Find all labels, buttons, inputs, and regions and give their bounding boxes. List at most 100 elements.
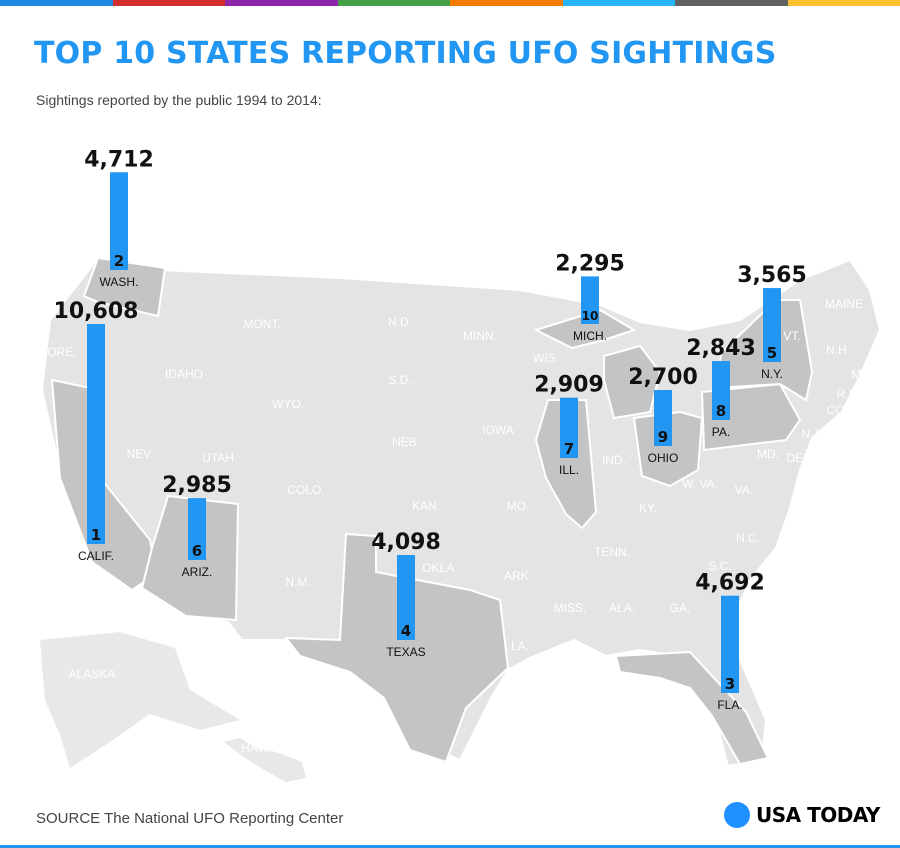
value-label-n-y: 3,565 [737,263,807,288]
map-label-la: LA. [511,639,529,653]
map-label-n-c: N.C. [736,531,760,545]
state-label-pa: PA. [712,425,730,439]
map-label-okla: OKLA. [422,561,457,575]
state-label-wash: WASH. [100,275,139,289]
map-label-ky: KY. [639,501,657,515]
map-label-mo: MO. [507,499,530,513]
chart-subtitle: Sightings reported by the public 1994 to… [36,92,322,108]
map-label-hawaii: HAWAII [241,741,283,755]
map-label-ind: IND. [602,453,626,467]
state-label-ariz: ARIZ. [182,565,213,579]
rank-label-mich: 10 [582,309,599,323]
bars-group: 10,608 1 CALIF. 4,712 2 WASH. 4,692 3 FLA. 4,098 4… [54,147,807,712]
map-label-ark: ARK. [504,569,532,583]
map-label-kan: KAN. [412,499,440,513]
value-label-ariz: 2,985 [162,473,232,498]
map-label-va: VA. [735,483,753,497]
map-alaska-shape [40,632,240,768]
bar-ariz [188,498,206,560]
map-label-ala: ALA. [609,601,635,615]
state-shape-wash [82,256,167,318]
source-note: SOURCE The National UFO Reporting Center [36,810,344,827]
map-label-s-c: S.C. [708,559,731,573]
stripe-segment [0,0,113,6]
bar-calif [87,324,105,544]
state-label-fla: FLA. [717,698,742,712]
map-label-n-m: N.M. [285,575,310,589]
map-label-utah: UTAH [202,451,234,465]
map-label-wis: WIS. [533,351,559,365]
map-label-ore: ORE. [47,345,76,359]
state-label-mich: MICH. [573,329,607,343]
state-label-texas: TEXAS [386,645,425,659]
map-label-minn: MINN. [463,329,497,343]
map-label-vt: VT. [783,329,800,343]
color-stripe [0,0,900,6]
map-label-alaska: ALASKA [69,667,116,681]
value-label-ohio: 2,700 [628,365,698,390]
bar-mich [581,276,599,324]
value-label-pa: 2,843 [686,336,756,361]
stripe-segment [562,0,675,6]
value-label-texas: 4,098 [371,530,441,555]
bar-n-y [763,288,781,362]
map-label-colo: COLO. [287,483,324,497]
state-shape-ill [534,399,598,530]
map-label-miss: MISS. [554,601,587,615]
map-label-n-j: N.J. [801,427,822,441]
rank-label-fla: 3 [725,675,735,693]
bar-fla [721,595,739,693]
map-label-ga: GA. [670,601,691,615]
rank-label-ohio: 9 [658,428,668,446]
rank-label-ariz: 6 [192,542,202,560]
map-label-iowa: IOWA [482,423,514,437]
value-label-fla: 4,692 [695,571,765,596]
map-label-mont: MONT. [243,317,280,331]
map-label-mass: MASS. [851,367,888,381]
map-label-n-h: N.H. [826,343,850,357]
map-label-neb: NEB. [392,435,420,449]
usa-today-logo: USA TODAY [724,802,880,828]
chart-title: TOP 10 STATES REPORTING UFO SIGHTINGS [34,36,777,71]
value-label-mich: 2,295 [555,251,625,276]
map-label-nev: NEV. [127,447,154,461]
map-label-r-i: R.I. [837,387,856,401]
map-label-maine: MAINE [825,297,863,311]
map-label-del: DEL. [787,451,814,465]
stripe-segment [450,0,563,6]
state-label-n-y: N.Y. [761,367,783,381]
map-label-tenn: TENN. [594,545,630,559]
stripe-segment [112,0,225,6]
map-label-md: MD. [757,447,779,461]
logo-text: USA TODAY [756,803,880,827]
value-label-ill: 2,909 [534,373,604,398]
state-shape-fla [614,650,770,766]
bottom-rule [0,845,900,848]
value-label-calif: 10,608 [54,299,139,324]
bar-texas [397,555,415,640]
rank-label-ill: 7 [564,440,574,458]
map-label-conn: CONN. [827,403,866,417]
state-label-calif: CALIF. [78,549,114,563]
map-label-wyo: WYO. [272,397,304,411]
rank-label-pa: 8 [716,402,726,420]
bar-wash [110,172,128,270]
rank-label-calif: 1 [91,526,101,544]
stripe-segment [675,0,788,6]
state-label-ill: ILL. [559,463,579,477]
map-label-s-d: S.D. [388,373,411,387]
rank-label-n-y: 5 [767,344,777,362]
rank-label-wash: 2 [114,252,124,270]
map-hawaii-shape [224,738,306,782]
stripe-segment [787,0,900,6]
state-shape-ohio [632,410,704,488]
state-label-ohio: OHIO [648,451,679,465]
map-label-w-va: W. VA. [682,477,718,491]
stripe-segment [225,0,338,6]
rank-label-texas: 4 [401,622,411,640]
bar-ohio [654,390,672,446]
stripe-segment [337,0,450,6]
bar-pa [712,361,730,420]
bar-ill [560,397,578,458]
map-label-idaho: IDAHO [165,367,203,381]
